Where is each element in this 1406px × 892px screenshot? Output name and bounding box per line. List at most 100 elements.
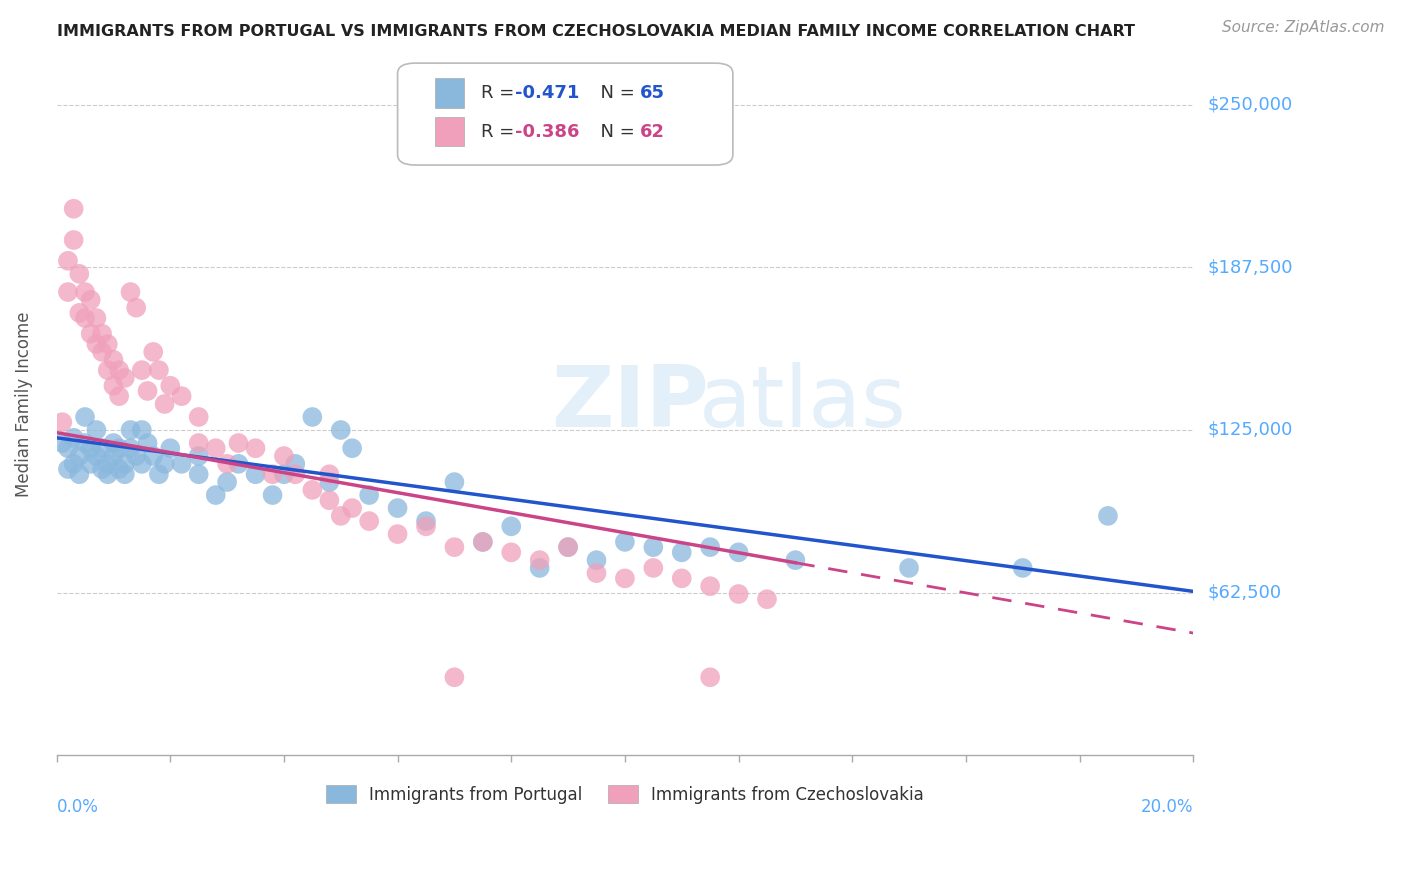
Point [204, 441, 226, 455]
Text: 62: 62 [640, 123, 665, 141]
Point [557, 540, 579, 554]
Point [114, 371, 136, 385]
Point [501, 519, 523, 533]
Point [103, 378, 125, 392]
Point [108, 363, 131, 377]
Point [1097, 508, 1119, 523]
Point [301, 483, 323, 497]
Point [114, 457, 136, 471]
Point [131, 423, 153, 437]
Text: 0.0%: 0.0% [56, 797, 98, 815]
Point [86, 423, 108, 437]
Point [136, 436, 159, 450]
Point [187, 449, 209, 463]
Point [80, 457, 103, 471]
Point [170, 389, 193, 403]
Point [187, 409, 209, 424]
Point [284, 467, 307, 482]
Point [131, 363, 153, 377]
Point [262, 488, 284, 502]
FancyBboxPatch shape [434, 78, 464, 108]
Text: ZIP: ZIP [551, 362, 709, 445]
Point [91, 326, 114, 341]
Point [187, 436, 209, 450]
Point [56, 441, 79, 455]
Point [62, 431, 84, 445]
Point [97, 457, 120, 471]
Point [585, 553, 607, 567]
Point [273, 449, 295, 463]
FancyBboxPatch shape [434, 117, 464, 146]
Point [159, 441, 181, 455]
Point [262, 467, 284, 482]
Text: $62,500: $62,500 [1208, 583, 1281, 602]
Point [103, 352, 125, 367]
Text: 65: 65 [640, 84, 665, 102]
Point [153, 397, 176, 411]
Point [329, 508, 352, 523]
Point [671, 571, 693, 585]
Point [387, 527, 409, 541]
Point [273, 467, 295, 482]
Point [529, 553, 551, 567]
Point [699, 670, 721, 684]
Point [501, 545, 523, 559]
Point [228, 457, 250, 471]
Point [318, 475, 340, 489]
Point [245, 467, 267, 482]
Point [671, 545, 693, 559]
Y-axis label: Median Family Income: Median Family Income [15, 311, 32, 497]
Point [529, 561, 551, 575]
FancyBboxPatch shape [398, 63, 733, 165]
Point [120, 441, 142, 455]
Point [97, 337, 120, 351]
Point [62, 202, 84, 216]
Point [56, 462, 79, 476]
Point [131, 457, 153, 471]
Point [91, 345, 114, 359]
Point [125, 449, 148, 463]
Point [108, 441, 131, 455]
Point [471, 535, 494, 549]
Point [67, 306, 90, 320]
Point [557, 540, 579, 554]
Point [51, 436, 73, 450]
Point [471, 535, 494, 549]
Text: Source: ZipAtlas.com: Source: ZipAtlas.com [1222, 20, 1385, 35]
Text: -0.386: -0.386 [515, 123, 579, 141]
Point [585, 566, 607, 581]
Point [56, 253, 79, 268]
Point [136, 384, 159, 398]
Point [103, 449, 125, 463]
Point [643, 561, 665, 575]
Point [97, 467, 120, 482]
Text: $187,500: $187,500 [1208, 259, 1292, 277]
Point [91, 441, 114, 455]
Point [56, 285, 79, 299]
Point [340, 441, 363, 455]
Point [228, 436, 250, 450]
Point [415, 514, 437, 528]
Point [443, 475, 465, 489]
Point [73, 311, 96, 326]
Point [73, 436, 96, 450]
Point [217, 475, 239, 489]
Text: N =: N = [589, 123, 640, 141]
Point [120, 285, 142, 299]
Text: $125,000: $125,000 [1208, 421, 1292, 439]
Point [148, 363, 170, 377]
Point [613, 535, 636, 549]
Text: 20.0%: 20.0% [1140, 797, 1194, 815]
Point [91, 462, 114, 476]
Point [108, 389, 131, 403]
Point [643, 540, 665, 554]
Point [159, 378, 181, 392]
Point [86, 449, 108, 463]
Point [67, 467, 90, 482]
Point [148, 467, 170, 482]
Point [318, 493, 340, 508]
Text: -0.471: -0.471 [515, 84, 579, 102]
Point [785, 553, 807, 567]
Point [73, 285, 96, 299]
Point [67, 449, 90, 463]
